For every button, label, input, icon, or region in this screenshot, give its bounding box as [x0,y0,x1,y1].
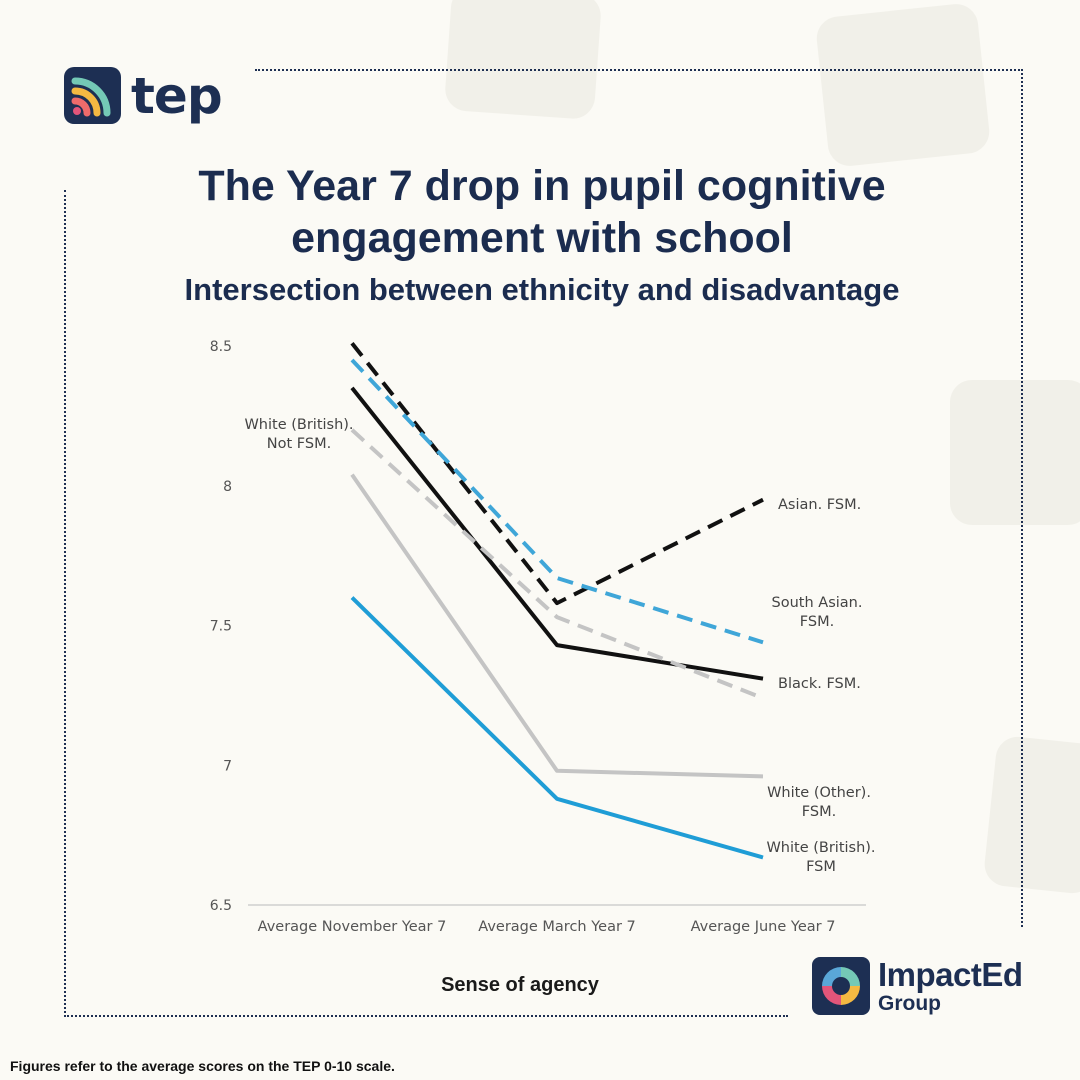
series-line-asian-fsm [350,341,764,606]
series-labels: Asian. FSM. South Asian. FSM. Black. FSM. Wh… [244,417,875,875]
series-label: White (British). Not FSM. [244,417,353,452]
chart-title: The Year 7 drop in pupil cognitive engag… [198,162,886,262]
series-label: Asian. FSM. [778,497,861,513]
footnote: Figures refer to the average scores on t… [10,1058,395,1074]
x-axis-title: Sense of agency [441,974,599,996]
series-label: White (Other). FSM. [767,785,871,820]
series-line-white-british-fsm [350,596,764,860]
background-tile-tep-icon [950,380,1080,525]
frame-bottom-line [64,1015,788,1017]
series-label: White (British). FSM [766,840,875,875]
y-tick-label: 8.5 [210,339,232,355]
chart-subtitle: Intersection between ethnicity and disad… [184,272,900,307]
x-tick-label: Average November Year 7 [258,919,447,935]
series-lines [350,341,764,860]
frame-left-line [64,190,66,1017]
impacted-logo-icon [812,957,870,1015]
y-tick-label: 7 [223,758,232,774]
impacted-group-label: Group [878,992,941,1015]
impacted-logo: ImpactEd Group [812,957,1023,1015]
y-tick-label: 7.5 [210,619,232,635]
tep-logo: tep [64,66,223,125]
y-axis-ticks: 8.5 8 7.5 7 6.5 [210,339,232,914]
series-label: Black. FSM. [778,676,861,692]
frame-top-line [255,69,1023,71]
tep-wordmark: tep [131,66,223,125]
x-axis-ticks: Average November Year 7 Average March Yea… [258,919,836,935]
x-tick-label: Average June Year 7 [691,919,836,935]
impacted-wordmark: ImpactEd [878,956,1023,993]
x-tick-label: Average March Year 7 [478,919,636,935]
y-tick-label: 8 [223,479,232,495]
series-label: South Asian. FSM. [772,595,863,630]
tep-logo-icon [64,67,121,124]
series-line-white-other-fsm [350,473,764,779]
frame-right-line [1021,69,1023,927]
series-line-black-fsm [350,386,764,681]
series-line-south-asian-fsm [350,358,764,645]
y-tick-label: 6.5 [210,898,232,914]
series-line-white-british-not-fsm [350,428,764,701]
